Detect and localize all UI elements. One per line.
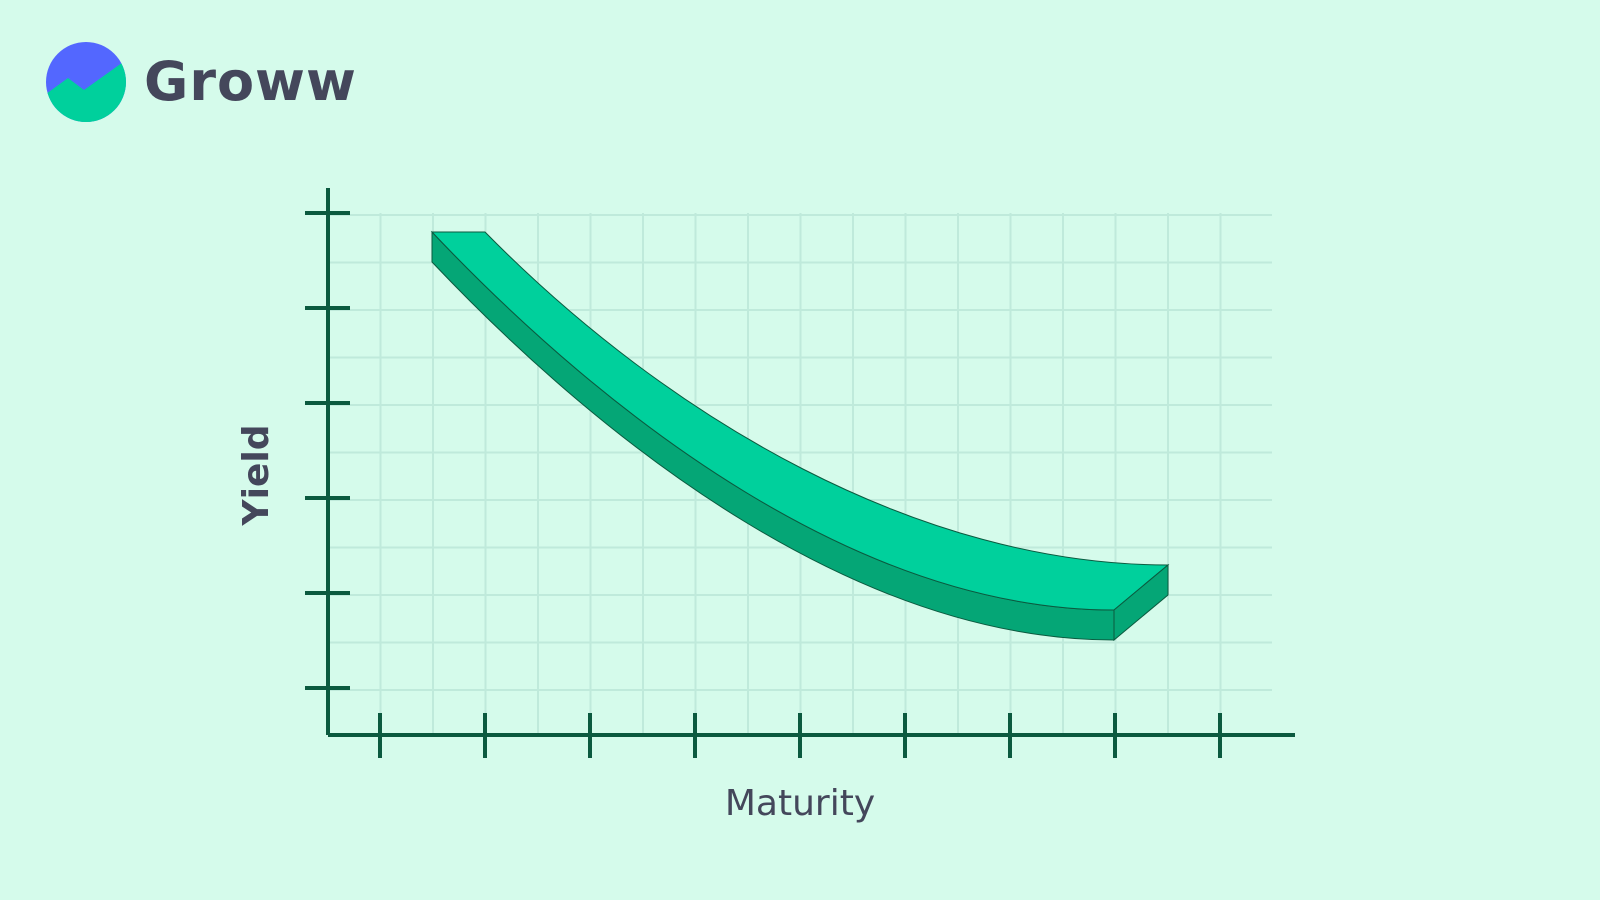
x-axis-label: Maturity	[725, 783, 875, 824]
brand-header: Groww	[46, 42, 357, 122]
brand-name: Groww	[144, 50, 357, 113]
chart-axes	[305, 188, 1295, 758]
yield-curve-band-end	[1113, 563, 1169, 642]
groww-logo-icon	[46, 42, 126, 122]
y-axis-label: Yield	[236, 425, 277, 527]
logo-bottom-half	[46, 60, 126, 122]
